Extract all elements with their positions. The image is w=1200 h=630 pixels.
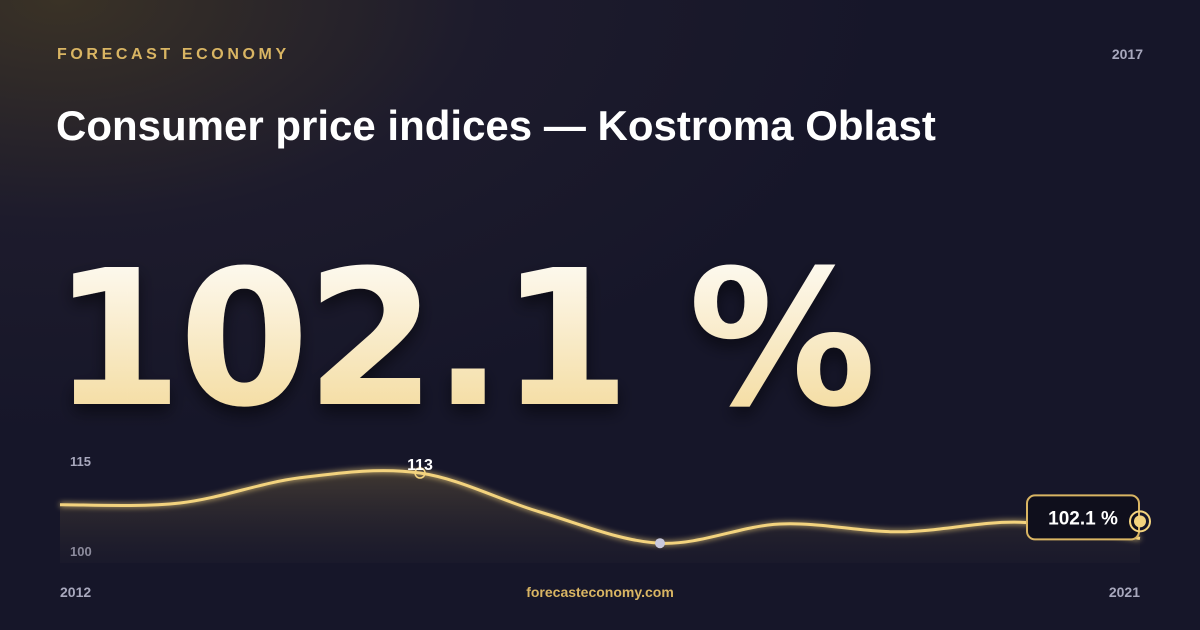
end-point (1134, 515, 1146, 528)
area (60, 470, 1140, 563)
year: 2017 (1112, 46, 1143, 62)
value-label: 102.1 % (1048, 508, 1118, 529)
peak-point (414, 467, 426, 479)
brand: FORECAST ECONOMY (57, 46, 290, 63)
chart-title: Consumer price indices — Kostroma Oblast (56, 102, 936, 149)
y-tick-label: 115 (70, 454, 91, 469)
headline: 102.1 % (52, 230, 872, 449)
min-point (655, 538, 665, 549)
x-tick-label: 2021 (1109, 584, 1140, 600)
end-point-ring (1129, 510, 1151, 533)
value-label: 113 (407, 457, 433, 474)
footer: forecasteconomy.com (526, 584, 674, 600)
plot: 10011520122021113102.1 % (59, 454, 1151, 600)
x-tick-label: 2012 (60, 584, 91, 600)
line (59, 469, 1141, 545)
